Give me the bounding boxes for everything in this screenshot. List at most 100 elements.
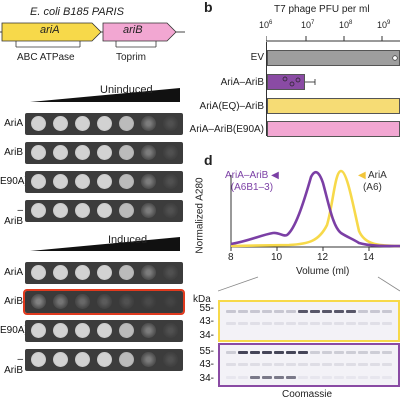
complex-trace <box>230 170 400 248</box>
bar-chart-frame <box>266 42 400 136</box>
gel-band <box>238 363 248 366</box>
bacterial-spot <box>75 174 90 189</box>
operon-title: E. coli B185 PARIS <box>30 6 124 18</box>
bacterial-spot <box>119 294 134 309</box>
gel-band <box>286 310 296 313</box>
legend-complex-sub: (A6B1–3) <box>230 182 274 193</box>
gel-band <box>370 322 380 325</box>
plate-label-u1: AriB <box>4 147 23 158</box>
bacterial-spot <box>97 145 112 160</box>
gel-band <box>250 310 260 313</box>
gel-band <box>382 376 392 379</box>
bacterial-spot <box>119 352 134 367</box>
legend-ariA-sub: (A6) <box>362 182 382 193</box>
pfu-axis <box>266 36 400 42</box>
gel-band <box>358 376 368 379</box>
bar-label-aria-arib: AriA–AriB <box>220 77 264 88</box>
gel-aria <box>218 300 400 342</box>
ariB-gene-arrow <box>102 22 177 42</box>
legend-ariA: ◀ AriA (A6) <box>358 170 387 193</box>
bacterial-spot <box>97 203 112 218</box>
axis-tick-1e8: 108 <box>339 20 353 30</box>
gel-band <box>346 351 356 354</box>
mw-top-55: 55- <box>199 303 214 314</box>
bacterial-spot <box>97 352 112 367</box>
gel-band <box>250 351 260 354</box>
panel-d-letter: d <box>204 152 213 168</box>
gel-band <box>346 376 356 379</box>
bar-aria-arib-points <box>282 76 316 87</box>
gel-band <box>298 322 308 325</box>
plate-label-i1: AriB <box>4 296 23 307</box>
bacterial-spot <box>97 116 112 131</box>
gel-band <box>334 322 344 325</box>
bacterial-spot <box>53 174 68 189</box>
mw-top-43: 43- <box>199 316 214 327</box>
gel-band <box>286 363 296 366</box>
gel-band <box>238 322 248 325</box>
bacterial-spot <box>97 265 112 280</box>
bacterial-spot <box>75 116 90 131</box>
gel-band <box>358 310 368 313</box>
gel-band <box>322 363 332 366</box>
legend-ariA-name: AriA <box>367 170 387 181</box>
gel-band <box>274 376 284 379</box>
bacterial-spot <box>141 294 156 309</box>
bacterial-spot <box>141 203 156 218</box>
bacterial-spot <box>53 116 68 131</box>
mw-bottom-34: 34- <box>199 373 214 384</box>
bacterial-spot <box>119 203 134 218</box>
gel-band <box>310 376 320 379</box>
gel-band <box>322 310 332 313</box>
operon-header: E. coli B185 PARIS <box>30 6 124 18</box>
gel-band <box>274 310 284 313</box>
bacterial-spot <box>97 323 112 338</box>
plate-uninduced-1 <box>25 142 183 164</box>
plate-uninduced-0 <box>25 113 183 135</box>
ariA-gene-arrow <box>1 22 102 42</box>
gel-band <box>334 351 344 354</box>
bar-aria-arib <box>267 74 305 90</box>
bacterial-spot <box>75 145 90 160</box>
axis-tick-1e9: 109 <box>377 20 391 30</box>
gel-band <box>298 363 308 366</box>
gel-band <box>250 363 260 366</box>
bacterial-spot <box>53 323 68 338</box>
gel-band <box>226 351 236 354</box>
gel-band <box>226 376 236 379</box>
gel-band <box>226 310 236 313</box>
axis-tick-1e7: 107 <box>301 20 315 30</box>
bacterial-spot <box>97 294 112 309</box>
panel-b-letter: b <box>204 0 213 15</box>
bar-label-ev: EV <box>250 52 264 63</box>
bar-label-aria-arib-e90a: AriA–AriB(E90A) <box>189 124 264 135</box>
gel-band <box>262 363 272 366</box>
gene-label-ariB: ariB <box>123 24 143 36</box>
gel-band <box>358 363 368 366</box>
plate-uninduced-2 <box>25 171 183 193</box>
plate-induced-0 <box>25 262 183 284</box>
mw-top-34: 34- <box>199 330 214 341</box>
gel-band <box>310 322 320 325</box>
gel-band <box>322 376 332 379</box>
induced-label: Induced <box>108 234 148 246</box>
mw-bottom-55: 55- <box>199 346 214 357</box>
bar-ev-dot <box>392 55 398 61</box>
bacterial-spot <box>53 352 68 367</box>
gel-band <box>286 351 296 354</box>
gel-band <box>370 351 380 354</box>
gel-band <box>298 376 308 379</box>
ariA-trace <box>230 169 400 248</box>
gel-connector <box>218 276 400 292</box>
gel-band <box>238 310 248 313</box>
gel-band <box>274 363 284 366</box>
plate-label-i2: E90A) <box>0 325 28 336</box>
gel-band <box>238 376 248 379</box>
legend-complex: AriA–AriB ◀ (A6B1–3) <box>225 170 279 193</box>
bacterial-spot <box>163 203 178 218</box>
bacterial-spot <box>31 265 46 280</box>
gel-band <box>286 322 296 325</box>
bacterial-spot <box>163 265 178 280</box>
plate-label-u2: E90A) <box>0 176 28 187</box>
gel-band <box>346 310 356 313</box>
